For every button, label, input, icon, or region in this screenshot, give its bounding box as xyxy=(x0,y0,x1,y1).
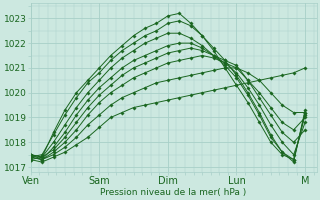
X-axis label: Pression niveau de la mer( hPa ): Pression niveau de la mer( hPa ) xyxy=(100,188,247,197)
